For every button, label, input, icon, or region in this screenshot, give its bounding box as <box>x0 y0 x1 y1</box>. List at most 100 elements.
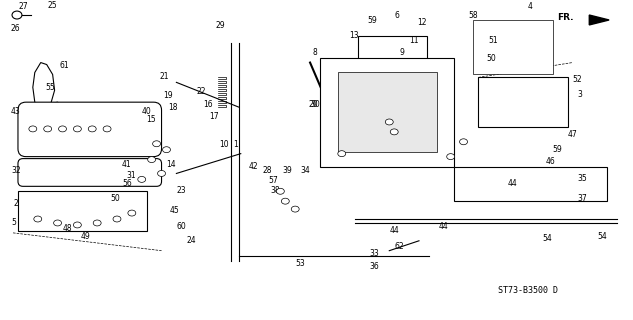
Text: 23: 23 <box>177 186 186 195</box>
Text: 50: 50 <box>486 53 496 63</box>
Ellipse shape <box>460 139 468 145</box>
Text: 62: 62 <box>394 242 404 251</box>
Text: 24: 24 <box>186 236 196 245</box>
Text: 40: 40 <box>142 107 151 116</box>
Ellipse shape <box>73 222 81 228</box>
Text: 17: 17 <box>209 112 218 121</box>
Ellipse shape <box>12 11 22 19</box>
Ellipse shape <box>291 206 299 212</box>
Text: 54: 54 <box>597 232 607 241</box>
Text: 48: 48 <box>63 224 72 233</box>
Text: 16: 16 <box>203 100 213 109</box>
Text: 39: 39 <box>282 166 292 175</box>
Text: 9: 9 <box>399 48 404 57</box>
Text: 15: 15 <box>147 115 156 124</box>
Text: 21: 21 <box>160 72 169 81</box>
Text: 10: 10 <box>219 140 229 149</box>
Text: 42: 42 <box>249 163 258 172</box>
Polygon shape <box>589 15 609 25</box>
Bar <box>18 191 147 231</box>
Text: 30: 30 <box>310 100 320 109</box>
Text: 47: 47 <box>568 130 577 139</box>
Text: 44: 44 <box>508 179 518 188</box>
Text: 49: 49 <box>80 232 90 241</box>
Ellipse shape <box>59 126 66 132</box>
Text: 3: 3 <box>577 90 582 99</box>
Text: 33: 33 <box>370 249 379 258</box>
Text: 8: 8 <box>312 48 316 57</box>
Text: 60: 60 <box>177 222 186 231</box>
Text: 14: 14 <box>166 160 176 169</box>
Text: 22: 22 <box>196 87 206 96</box>
Bar <box>479 77 568 127</box>
Ellipse shape <box>153 141 161 147</box>
Text: 50: 50 <box>110 194 120 203</box>
FancyBboxPatch shape <box>18 159 161 186</box>
Ellipse shape <box>44 126 52 132</box>
Text: 5: 5 <box>11 218 16 227</box>
Ellipse shape <box>391 129 398 135</box>
Text: 12: 12 <box>417 18 427 27</box>
Ellipse shape <box>385 119 393 125</box>
Text: 2: 2 <box>13 199 18 208</box>
Text: FR.: FR. <box>557 12 573 21</box>
Text: 25: 25 <box>48 1 58 10</box>
Text: 59: 59 <box>368 16 377 25</box>
Text: 58: 58 <box>468 11 478 20</box>
Text: 29: 29 <box>216 21 225 30</box>
Text: 32: 32 <box>11 166 21 175</box>
Text: 26: 26 <box>10 24 20 33</box>
Text: 41: 41 <box>122 160 132 169</box>
Ellipse shape <box>147 156 156 163</box>
Ellipse shape <box>113 216 121 222</box>
Text: 4: 4 <box>528 2 533 11</box>
Ellipse shape <box>338 151 346 156</box>
Text: 27: 27 <box>18 2 28 11</box>
Ellipse shape <box>88 126 96 132</box>
Text: 44: 44 <box>389 226 399 235</box>
Text: 18: 18 <box>168 103 178 112</box>
Ellipse shape <box>277 188 284 194</box>
Text: 19: 19 <box>163 91 173 100</box>
Ellipse shape <box>93 220 101 226</box>
Ellipse shape <box>73 126 81 132</box>
Text: 28: 28 <box>263 166 272 175</box>
Ellipse shape <box>54 220 61 226</box>
Text: 31: 31 <box>127 172 137 180</box>
Bar <box>320 58 454 166</box>
Ellipse shape <box>29 126 37 132</box>
Text: 44: 44 <box>439 222 449 231</box>
Text: 53: 53 <box>295 259 305 268</box>
Text: 34: 34 <box>300 166 310 175</box>
Polygon shape <box>33 62 54 107</box>
Text: 59: 59 <box>370 70 379 79</box>
Bar <box>358 36 427 77</box>
Text: 45: 45 <box>170 206 179 215</box>
Text: 11: 11 <box>409 36 418 45</box>
Text: 59: 59 <box>553 145 562 154</box>
Ellipse shape <box>163 147 170 153</box>
Text: 7: 7 <box>330 90 335 99</box>
Ellipse shape <box>128 210 136 216</box>
Text: ST73-B3500 D: ST73-B3500 D <box>498 286 558 295</box>
Text: 61: 61 <box>60 60 70 69</box>
Text: 52: 52 <box>572 76 582 84</box>
Bar <box>338 72 437 152</box>
Ellipse shape <box>281 198 289 204</box>
Bar <box>473 20 553 75</box>
Text: 57: 57 <box>268 176 279 185</box>
Text: 38: 38 <box>270 186 280 195</box>
FancyBboxPatch shape <box>18 102 161 156</box>
Text: 55: 55 <box>46 83 56 92</box>
Text: 20: 20 <box>308 100 318 109</box>
Text: 1: 1 <box>233 140 237 149</box>
Ellipse shape <box>34 216 42 222</box>
Text: 13: 13 <box>349 31 360 40</box>
Ellipse shape <box>103 126 111 132</box>
Ellipse shape <box>138 176 146 182</box>
Text: 46: 46 <box>546 156 556 165</box>
Bar <box>454 166 607 201</box>
Text: 37: 37 <box>577 194 587 203</box>
Text: 51: 51 <box>488 36 498 45</box>
Text: 54: 54 <box>542 234 553 243</box>
